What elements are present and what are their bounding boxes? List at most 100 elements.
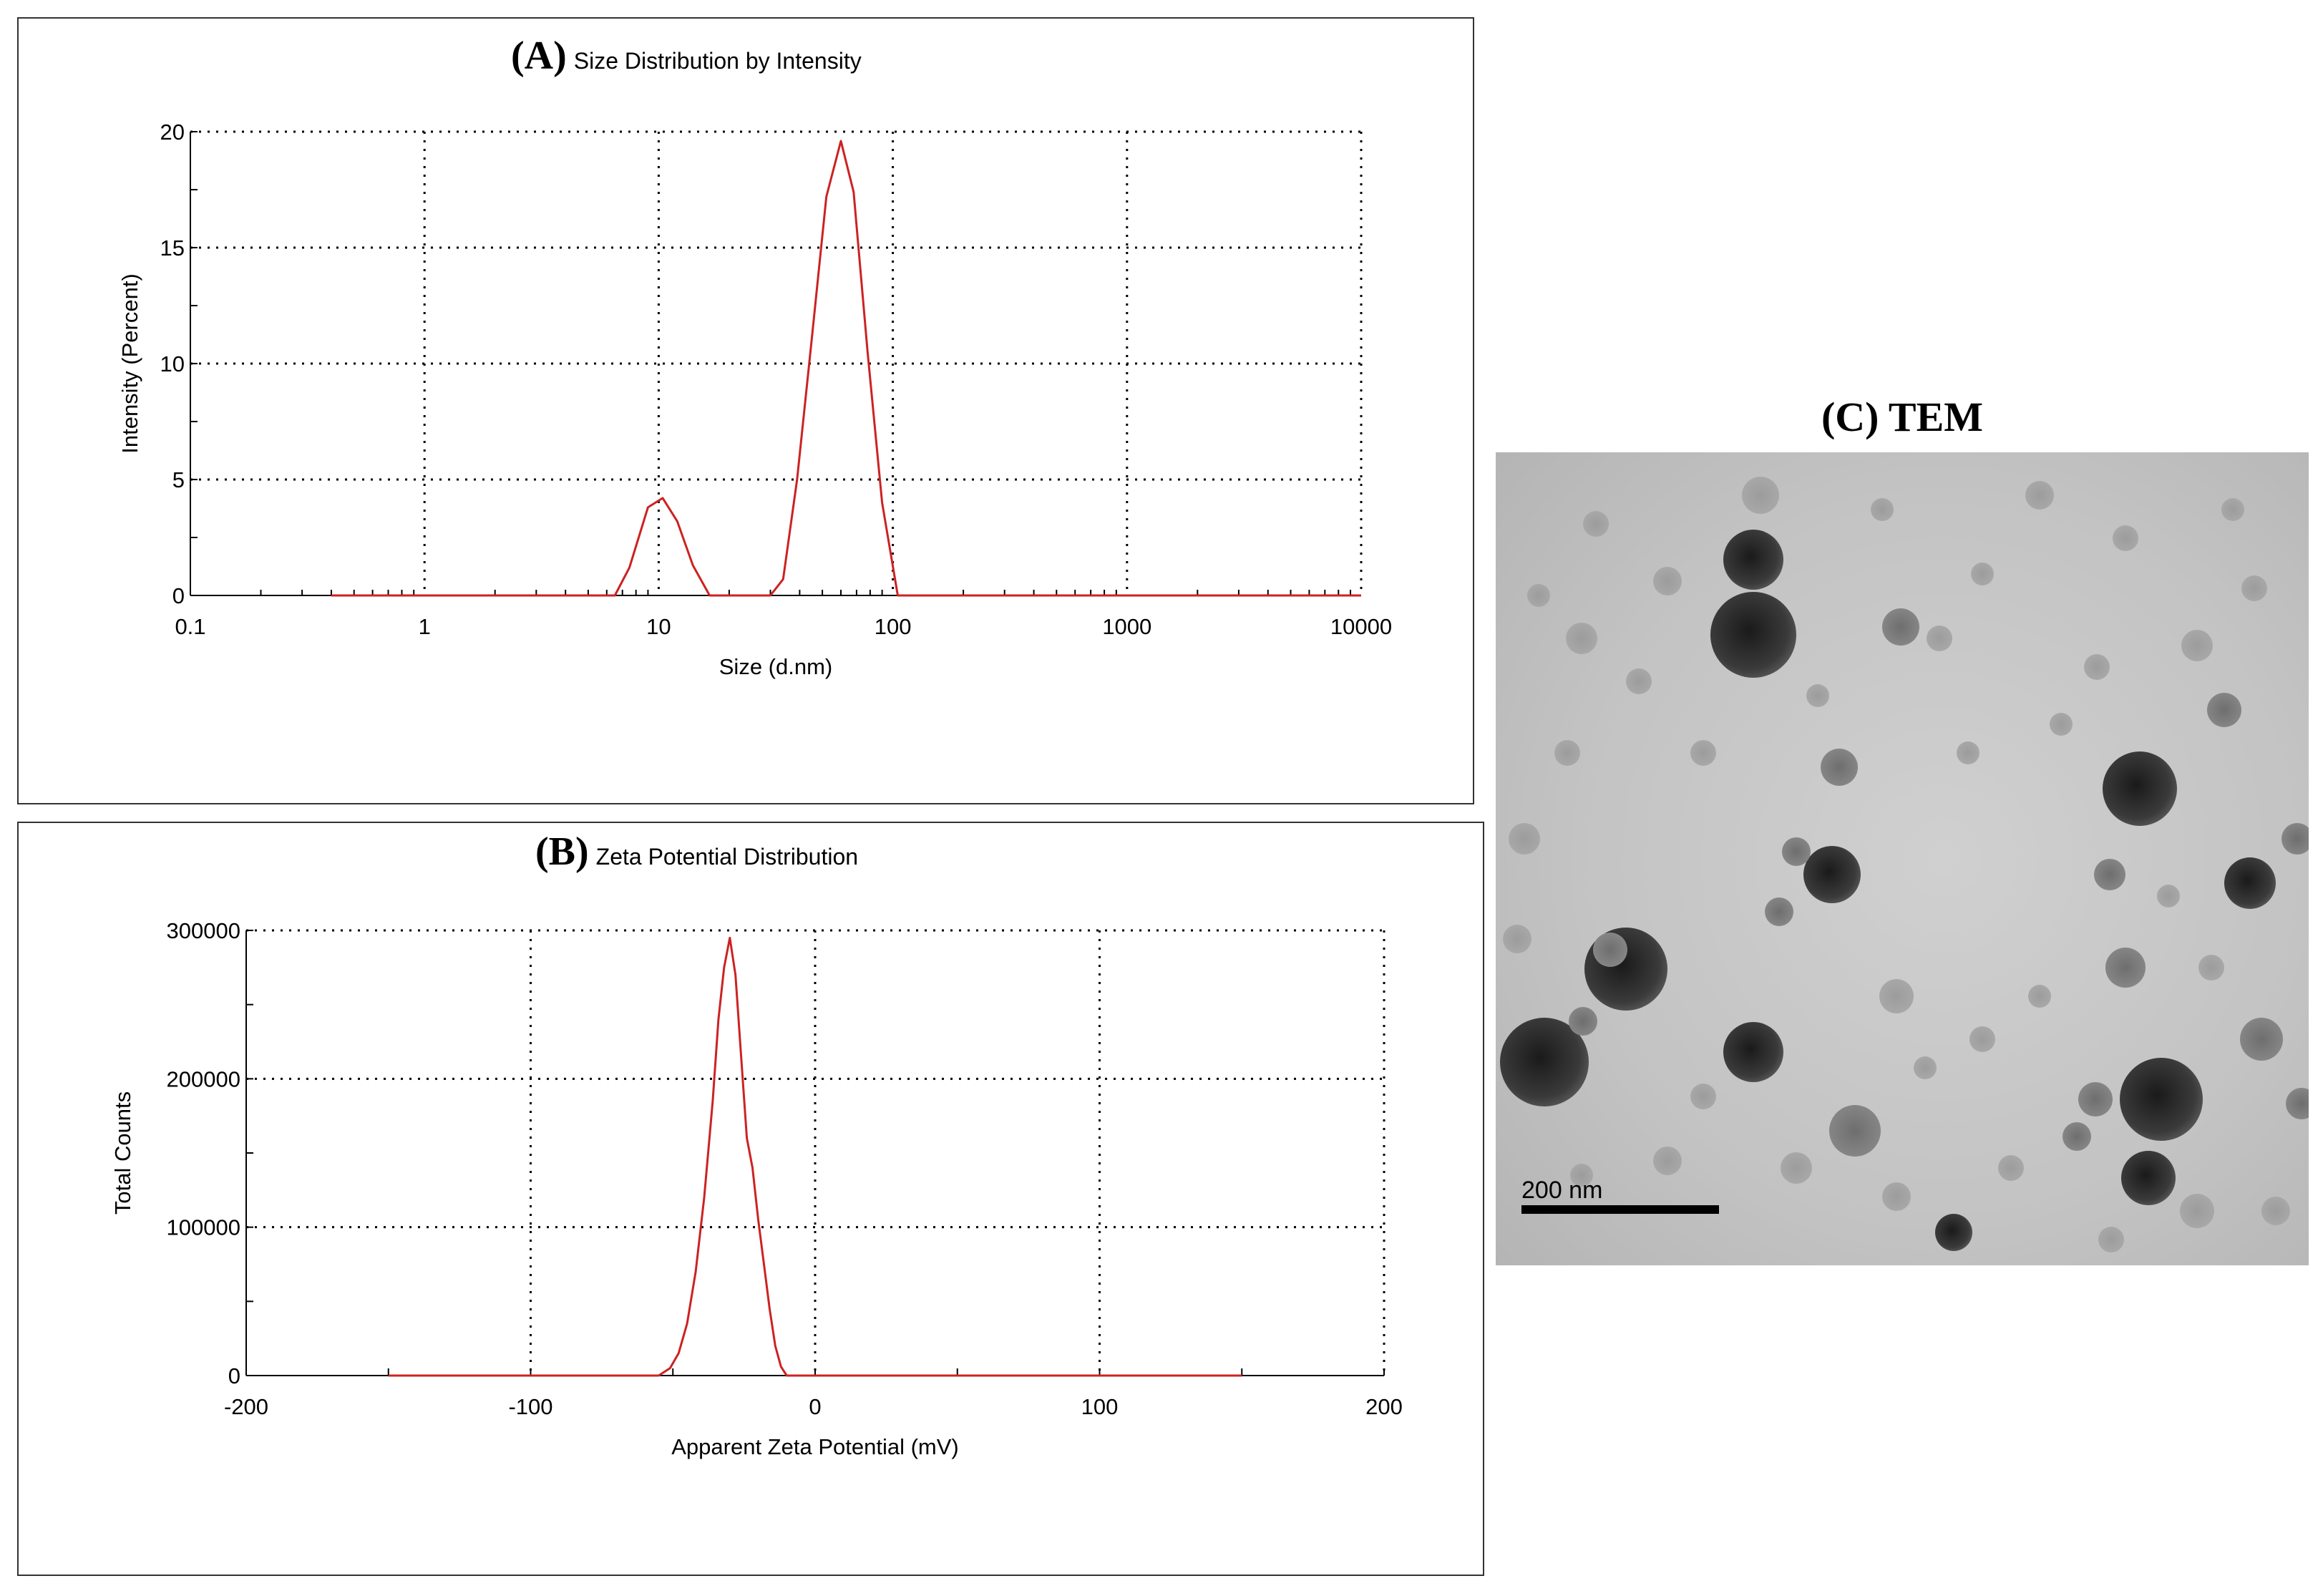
tem-particle [2207, 693, 2241, 727]
tem-particle [2113, 525, 2138, 551]
tem-particle [1781, 1152, 1812, 1184]
tem-particle [1569, 1007, 1597, 1036]
tem-title: (C) TEM [1821, 394, 1984, 440]
zeta-y-tick-label: 200000 [167, 1066, 240, 1091]
tem-particle [2120, 1058, 2203, 1141]
size-x-axis-label: Size (d.nm) [719, 654, 832, 679]
zeta-y-tick-label: 300000 [167, 918, 240, 943]
tem-particle [1503, 925, 1531, 953]
tem-particle [2098, 1227, 2124, 1252]
tem-particle [2241, 575, 2267, 601]
size-distribution-panel: (A) Size Distribution by Intensity 0.1 1 10 1… [17, 17, 1474, 804]
tem-particle [1593, 933, 1627, 967]
size-y-axis-label: Intensity (Percent) [117, 273, 142, 454]
tem-particle [1626, 668, 1652, 694]
zeta-y-tick-label: 100000 [167, 1215, 240, 1240]
tem-particle [1554, 740, 1580, 766]
zeta-minor-ticks [245, 930, 1385, 1376]
size-chart-title: (A) Size Distribution by Intensity [511, 34, 862, 78]
tem-particle [2281, 823, 2309, 855]
tem-panel: (C) TEM 200 nm [1496, 392, 2309, 1265]
tem-particle [2078, 1082, 2113, 1116]
tem-particle [2221, 498, 2244, 521]
zeta-x-tick-label: 200 [1365, 1394, 1403, 1419]
size-minor-ticks [190, 131, 1352, 596]
zeta-x-tick-label: 0 [809, 1394, 821, 1419]
zeta-panel-label: (B) [535, 829, 589, 874]
tem-particle [1690, 1084, 1716, 1109]
zeta-x-tick-label: -200 [224, 1394, 268, 1419]
zeta-x-tick-label: 100 [1081, 1394, 1119, 1419]
tem-particle [1653, 1147, 1682, 1175]
zeta-grid [246, 929, 1385, 1376]
tem-particle [1723, 1022, 1783, 1082]
tem-particle [1509, 823, 1540, 855]
tem-scale-bar [1521, 1205, 1719, 1214]
size-x-tick-label: 1000 [1102, 614, 1151, 639]
tem-particle [1882, 1182, 1911, 1211]
size-x-tick-label: 0.1 [175, 614, 205, 639]
zeta-y-axis-label: Total Counts [110, 1091, 135, 1215]
tem-particle [1690, 740, 1716, 766]
zeta-x-tick-label: -100 [508, 1394, 552, 1419]
tem-particle [1723, 530, 1783, 590]
size-y-tick-label: 15 [160, 235, 185, 261]
tem-particle [2224, 857, 2276, 909]
tem-particle [2094, 859, 2125, 890]
zeta-series-line [388, 936, 1242, 1377]
size-grid [190, 130, 1363, 595]
tem-particle [1527, 584, 1550, 607]
size-y-tick-label: 20 [160, 120, 185, 145]
size-y-tick-label: 10 [160, 351, 185, 376]
size-x-tick-label: 10 [646, 614, 671, 639]
zeta-x-axis-label: Apparent Zeta Potential (mV) [671, 1434, 958, 1459]
size-x-tick-label: 100 [875, 614, 912, 639]
tem-particle [2180, 1194, 2214, 1228]
tem-particle [1782, 837, 1811, 866]
tem-particle [1570, 1164, 1593, 1187]
tem-particle [2261, 1197, 2290, 1225]
size-x-tick-label: 10000 [1330, 614, 1392, 639]
tem-particle [2103, 751, 2177, 826]
size-y-tick-label: 5 [172, 467, 185, 492]
zeta-chart-title: (B) Zeta Potential Distribution [535, 829, 858, 874]
tem-particle [2050, 713, 2073, 736]
tem-particle [1882, 608, 1919, 646]
tem-particle [2121, 1151, 2176, 1205]
tem-particle [1829, 1105, 1881, 1157]
tem-particle [2240, 1018, 2283, 1061]
tem-particle [2198, 955, 2224, 981]
tem-particle [1803, 846, 1861, 903]
zeta-potential-panel: (B) Zeta Potential Distribution -200 -100 0 1… [17, 822, 1484, 1576]
tem-particle [1927, 626, 1952, 651]
tem-particle [1500, 1018, 1589, 1106]
tem-particle [2286, 1088, 2309, 1119]
size-x-tick-label: 1 [419, 614, 431, 639]
tem-particle [1653, 567, 1682, 595]
tem-particle [1998, 1155, 2024, 1181]
tem-particle [1971, 563, 1994, 585]
tem-particle [1742, 477, 1779, 514]
size-distribution-chart: (A) Size Distribution by Intensity 0.1 1 10 1… [117, 34, 1392, 679]
tem-particle [1821, 749, 1858, 786]
tem-particle [1879, 979, 1914, 1013]
tem-particle [2084, 654, 2110, 680]
tem-particle [1871, 498, 1894, 521]
tem-particle [1969, 1026, 1995, 1052]
size-series-line [331, 140, 1361, 597]
tem-micrograph: 200 nm [1496, 452, 2309, 1265]
tem-particle [1935, 1214, 1972, 1251]
tem-particle [1914, 1056, 1937, 1079]
tem-particle [2028, 985, 2051, 1008]
tem-particle [2025, 481, 2054, 510]
size-y-tick-label: 0 [172, 583, 185, 608]
tem-particle [1765, 897, 1793, 926]
size-panel-label: (A) [511, 34, 567, 78]
tem-particle [2157, 885, 2180, 908]
tem-particle [1957, 741, 1979, 764]
tem-scale-bar-label: 200 nm [1521, 1177, 1602, 1204]
tem-particle [1806, 684, 1829, 707]
tem-particle [1710, 592, 1796, 678]
tem-particle [1566, 623, 1597, 654]
tem-particle [1583, 511, 1609, 537]
